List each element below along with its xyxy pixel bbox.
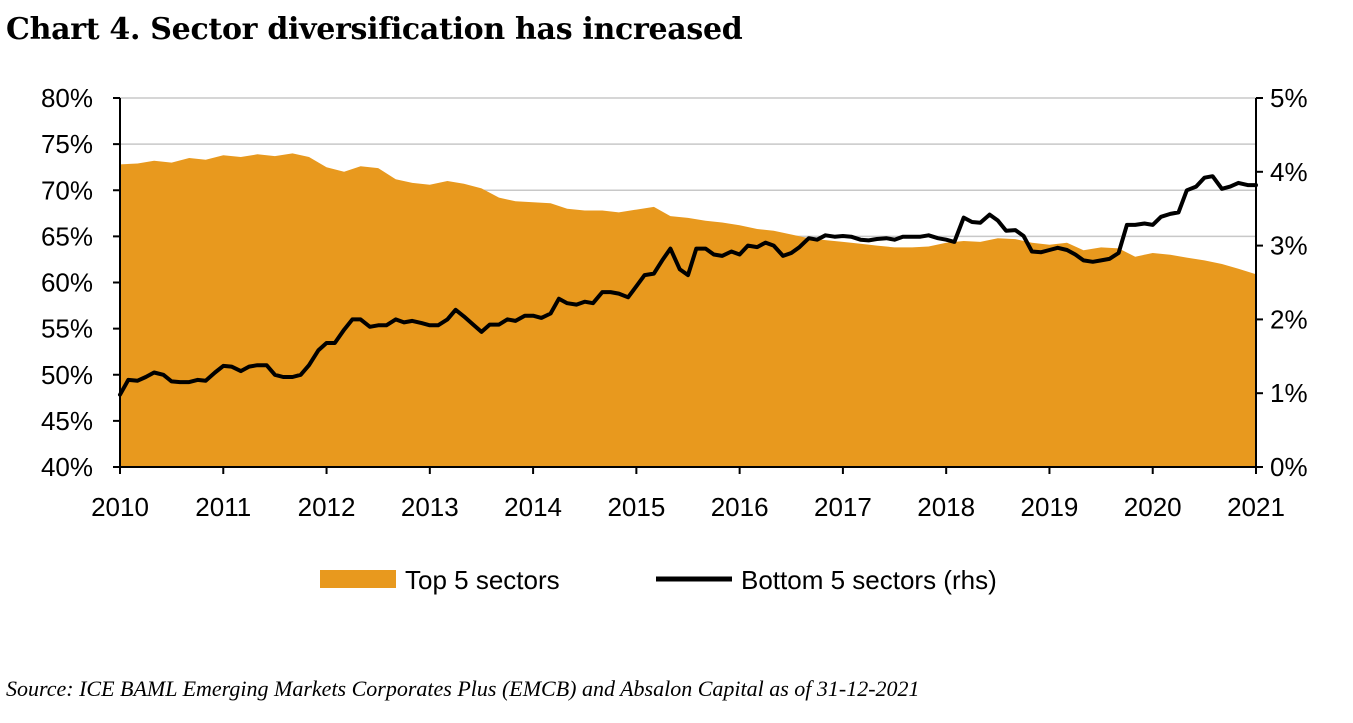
source-note: Source: ICE BAML Emerging Markets Corpor… (6, 676, 920, 701)
right-axis-tick-label: 5% (1270, 83, 1308, 113)
x-axis-tick-labels: 2010 2011 2012 2013 2014 2015 2016 2017 2018 2019… (91, 492, 1285, 522)
left-axis-tick-label: 70% (41, 175, 93, 205)
chart-title: Chart 4. Sector diversification has incr… (6, 12, 743, 47)
left-axis-tick-labels: 40% 45% 50% 55% 60% 65% 70% 75% 80% (41, 83, 93, 482)
x-axis-tick-label: 2018 (917, 492, 975, 522)
right-axis-tick-labels: 0% 1% 2% 3% 4% 5% (1270, 83, 1308, 482)
right-axis-tick-label: 0% (1270, 452, 1308, 482)
bottom-5-sectors-line (118, 174, 1258, 397)
left-axis-tick-label: 65% (41, 221, 93, 251)
legend-label-bottom-5-sectors: Bottom 5 sectors (rhs) (741, 565, 997, 595)
x-axis-tick-label: 2019 (1021, 492, 1079, 522)
x-axis-tick-label: 2021 (1227, 492, 1285, 522)
legend-label-top-5-sectors: Top 5 sectors (405, 565, 560, 595)
left-axis-tick-label: 80% (41, 83, 93, 113)
x-axis-tick-label: 2011 (195, 492, 251, 522)
x-axis-tick-label: 2013 (401, 492, 459, 522)
left-axis-tick-label: 55% (41, 314, 93, 344)
left-axis-tick-label: 60% (41, 268, 93, 298)
left-axis-tick-label: 75% (41, 129, 93, 159)
right-axis-tick-label: 4% (1270, 157, 1308, 187)
legend: Top 5 sectors Bottom 5 sectors (rhs) (320, 565, 997, 595)
axes (113, 97, 1263, 474)
right-axis-tick-label: 3% (1270, 231, 1308, 261)
top-5-sectors-area (120, 153, 1256, 467)
x-axis-tick-label: 2015 (607, 492, 665, 522)
right-axis-tick-label: 2% (1270, 304, 1308, 334)
left-axis-tick-label: 45% (41, 406, 93, 436)
x-axis-tick-label: 2020 (1124, 492, 1182, 522)
x-axis-tick-label: 2016 (711, 492, 769, 522)
x-axis-tick-label: 2017 (814, 492, 872, 522)
left-axis-tick-label: 40% (41, 452, 93, 482)
x-axis-tick-label: 2010 (91, 492, 149, 522)
x-axis-tick-label: 2012 (298, 492, 356, 522)
legend-swatch-top-5-sectors (320, 570, 396, 588)
left-axis-tick-label: 50% (41, 360, 93, 390)
right-axis-tick-label: 1% (1270, 378, 1308, 408)
x-axis-tick-label: 2014 (504, 492, 562, 522)
